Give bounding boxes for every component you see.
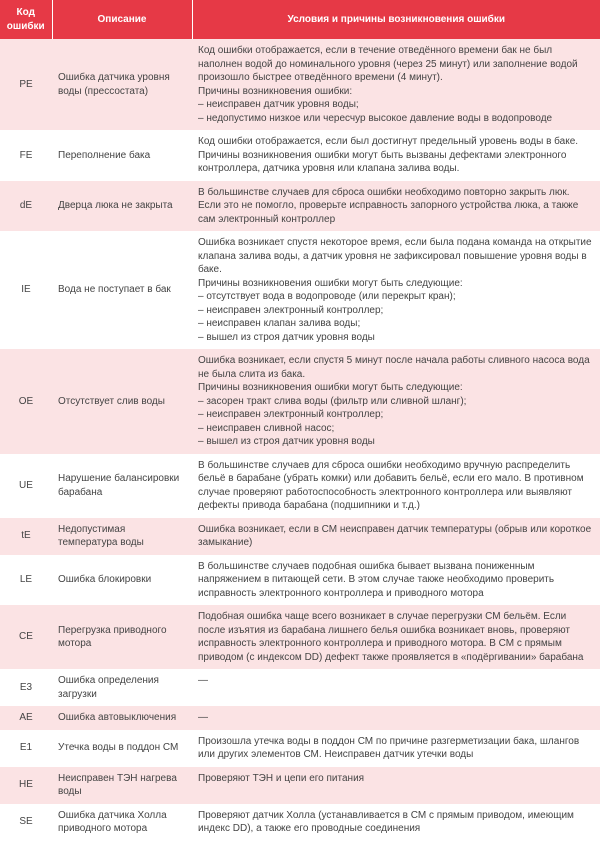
table-row: tEНедопустимая температура водыОшибка во… bbox=[0, 518, 600, 555]
code-cell: SE bbox=[0, 804, 52, 841]
cond-cell: Проверяют датчик Холла (устанавливается … bbox=[192, 804, 600, 841]
cond-cell: Ошибка возникает, если спустя 5 минут по… bbox=[192, 349, 600, 454]
code-cell: dE bbox=[0, 181, 52, 232]
cond-cell: Код ошибки отображается, если был достиг… bbox=[192, 130, 600, 181]
cond-cell: Ошибка возникает спустя некоторое время,… bbox=[192, 231, 600, 349]
table-row: E1Утечка воды в поддон СМПроизошла утечк… bbox=[0, 730, 600, 767]
error-codes-table: Код ошибки Описание Условия и причины во… bbox=[0, 0, 600, 841]
header-row: Код ошибки Описание Условия и причины во… bbox=[0, 0, 600, 39]
desc-cell: Вода не поступает в бак bbox=[52, 231, 192, 349]
code-cell: CE bbox=[0, 605, 52, 669]
cond-cell: Подобная ошибка чаще всего возникает в с… bbox=[192, 605, 600, 669]
cond-cell: Ошибка возникает, если в СМ неисправен д… bbox=[192, 518, 600, 555]
code-cell: LE bbox=[0, 555, 52, 606]
desc-cell: Неисправен ТЭН нагрева воды bbox=[52, 767, 192, 804]
header-cond: Условия и причины возникновения ошибки bbox=[192, 0, 600, 39]
desc-cell: Ошибка датчика уровня воды (прессостата) bbox=[52, 39, 192, 130]
code-cell: IE bbox=[0, 231, 52, 349]
table-row: PEОшибка датчика уровня воды (прессостат… bbox=[0, 39, 600, 130]
table-row: IEВода не поступает в бакОшибка возникае… bbox=[0, 231, 600, 349]
desc-cell: Ошибка датчика Холла приводного мотора bbox=[52, 804, 192, 841]
table-row: AEОшибка автовыключения— bbox=[0, 706, 600, 730]
table-row: CEПерегрузка приводного мотораПодобная о… bbox=[0, 605, 600, 669]
code-cell: HE bbox=[0, 767, 52, 804]
desc-cell: Ошибка блокировки bbox=[52, 555, 192, 606]
desc-cell: Ошибка автовыключения bbox=[52, 706, 192, 730]
code-cell: FE bbox=[0, 130, 52, 181]
cond-cell: — bbox=[192, 706, 600, 730]
cond-cell: В большинстве случаев подобная ошибка бы… bbox=[192, 555, 600, 606]
cond-cell: Проверяют ТЭН и цепи его питания bbox=[192, 767, 600, 804]
desc-cell: Утечка воды в поддон СМ bbox=[52, 730, 192, 767]
code-cell: OE bbox=[0, 349, 52, 454]
table-row: E3Ошибка определения загрузки— bbox=[0, 669, 600, 706]
code-cell: PE bbox=[0, 39, 52, 130]
table-row: dEДверца люка не закрытаВ большинстве сл… bbox=[0, 181, 600, 232]
cond-cell: Произошла утечка воды в поддон СМ по при… bbox=[192, 730, 600, 767]
header-code: Код ошибки bbox=[0, 0, 52, 39]
desc-cell: Отсутствует слив воды bbox=[52, 349, 192, 454]
table-row: SEОшибка датчика Холла приводного мотора… bbox=[0, 804, 600, 841]
desc-cell: Ошибка определения загрузки bbox=[52, 669, 192, 706]
table-row: OEОтсутствует слив водыОшибка возникает,… bbox=[0, 349, 600, 454]
cond-cell: Код ошибки отображается, если в течение … bbox=[192, 39, 600, 130]
code-cell: tE bbox=[0, 518, 52, 555]
cond-cell: — bbox=[192, 669, 600, 706]
desc-cell: Нарушение балансировки барабана bbox=[52, 454, 192, 518]
cond-cell: В большинстве случаев для сброса ошибки … bbox=[192, 454, 600, 518]
desc-cell: Недопустимая температура воды bbox=[52, 518, 192, 555]
desc-cell: Перегрузка приводного мотора bbox=[52, 605, 192, 669]
table-row: LEОшибка блокировкиВ большинстве случаев… bbox=[0, 555, 600, 606]
table-row: HEНеисправен ТЭН нагрева водыПроверяют Т… bbox=[0, 767, 600, 804]
header-desc: Описание bbox=[52, 0, 192, 39]
table-row: FEПереполнение бакаКод ошибки отображает… bbox=[0, 130, 600, 181]
desc-cell: Дверца люка не закрыта bbox=[52, 181, 192, 232]
code-cell: AE bbox=[0, 706, 52, 730]
code-cell: E3 bbox=[0, 669, 52, 706]
table-row: UEНарушение балансировки барабанаВ больш… bbox=[0, 454, 600, 518]
code-cell: E1 bbox=[0, 730, 52, 767]
code-cell: UE bbox=[0, 454, 52, 518]
cond-cell: В большинстве случаев для сброса ошибки … bbox=[192, 181, 600, 232]
desc-cell: Переполнение бака bbox=[52, 130, 192, 181]
